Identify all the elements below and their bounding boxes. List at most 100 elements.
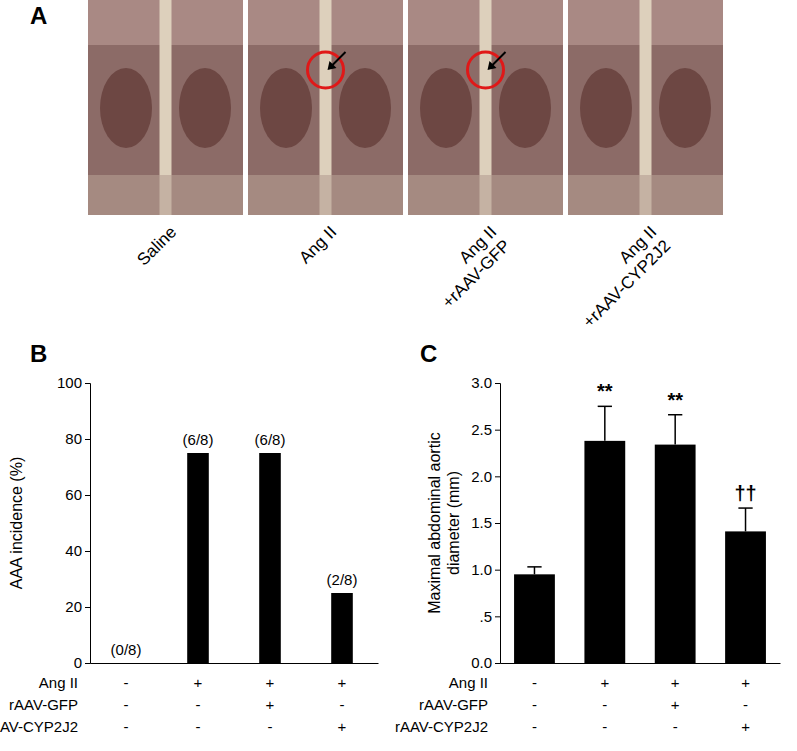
y-tick-mark [495,570,500,571]
panel-label: A [30,2,47,29]
photo: Ang II [248,0,403,267]
x-table-cell: - [743,696,748,713]
y-tick-label: 20 [65,598,82,615]
aneurysm-marker [468,52,504,88]
x-table-cell: - [268,718,273,735]
bar [725,531,766,663]
bar [331,593,353,663]
x-table-cell: - [340,696,345,713]
y-axis-title-line: AAA incidence (%) [8,457,25,590]
y-tick-label: 2.5 [471,421,492,438]
x-table-row-label: rAAV-CYP2J2 [395,718,488,735]
kidney [499,68,551,148]
panel-label: C [420,340,437,367]
x-table-cell: + [671,696,680,713]
y-tick-label: .5 [479,608,492,625]
x-table-cell: - [196,718,201,735]
y-axis: 020406080100 [57,374,91,671]
bar [187,453,209,663]
y-tick: 1.5 [471,514,500,531]
y-tick-mark [495,616,500,617]
kidney [100,68,152,148]
photo-background [568,0,723,215]
figure: ASalineAng IIAng II+rAAV-GFPAng II+rAAV-… [0,0,797,751]
y-tick-mark [495,476,500,477]
photo: Ang II+rAAV-CYP2J2 [565,0,723,331]
kidney [420,68,472,148]
bar [259,453,281,663]
chart: B020406080100AAA incidence (%)(0/8)(6/8)… [0,340,379,735]
photo: Saline [88,0,243,269]
x-axis [91,663,379,665]
bar [655,445,696,663]
y-tick: .5 [479,608,500,625]
y-tick-label: 40 [65,542,82,559]
x-table-cell: + [266,696,275,713]
lower-tissue [248,175,403,215]
bar-annotation: (0/8) [111,641,142,658]
chart: C0.0.51.01.52.02.53.0Maximal abdominal a… [395,340,781,735]
kidney [659,68,711,148]
x-table-cell: + [741,718,750,735]
y-tick: 0.0 [471,654,500,671]
bar-annotation: (6/8) [255,431,286,448]
bar [584,441,625,663]
photo-label: Saline [133,222,180,269]
y-tick-label: 3.0 [471,374,492,391]
error-bar [738,508,752,531]
y-tick-label: 0 [74,654,82,671]
y-axis-title: Maximal abdominal aorticdiameter (mm) [426,432,462,613]
x-table-row-label: rAAV-GFP [419,696,488,713]
x-axis-line [91,663,379,664]
x-table-cell: + [338,674,347,691]
x-table-cell: - [124,718,129,735]
y-tick-label: 1.0 [471,561,492,578]
y-tick-mark [495,663,500,664]
x-table-cell: - [602,718,607,735]
x-table-row-label: Ang II [449,674,488,691]
error-bar [527,567,541,574]
x-table-cell: - [124,674,129,691]
error-stem [674,415,676,445]
y-tick: 1.0 [471,561,500,578]
photo-background [248,0,403,215]
y-axis-line [495,384,501,664]
kidney [580,68,632,148]
y-tick-label: 100 [57,374,82,391]
y-axis-line [85,384,91,664]
bars [514,406,766,663]
y-tick-mark [85,383,90,384]
kidney [179,68,231,148]
error-stem [745,508,747,531]
y-tick-label: 1.5 [471,514,492,531]
x-table-cell: - [532,696,537,713]
y-tick-mark [495,383,500,384]
x-table-cell: + [194,674,203,691]
x-table-row-label: Ang II [39,674,78,691]
aneurysm-marker [308,52,344,88]
y-tick: 0 [74,654,90,671]
bar-annotation: ** [667,389,683,411]
photo-label-line: +rAAV-CYP2J2 [579,236,674,331]
error-cap [527,566,541,568]
photo-background [88,0,243,215]
panel-label: B [30,340,47,367]
y-tick-mark [85,551,90,552]
y-tick-label: 0.0 [471,654,492,671]
bar [514,574,555,663]
bar-annotation: ** [597,380,613,402]
y-tick-label: 60 [65,486,82,503]
x-table-cell: - [124,696,129,713]
y-tick: 100 [57,374,90,391]
x-table-cell: + [671,674,680,691]
error-cap [668,414,682,416]
y-tick-mark [495,430,500,431]
bar-annotation: (2/8) [327,571,358,588]
y-tick: 40 [65,542,90,559]
error-bar [598,406,612,441]
y-axis-title-line: Maximal abdominal aortic [426,432,443,613]
bars [187,453,353,663]
x-table-cell: + [741,674,750,691]
photo-label-line: Ang II [295,222,340,267]
kidney [339,68,391,148]
